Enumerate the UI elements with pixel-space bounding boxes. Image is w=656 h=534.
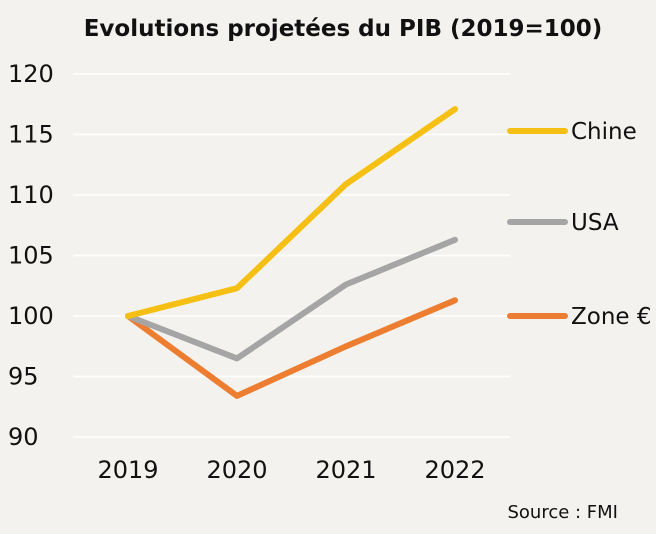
- legend-label: Zone €: [571, 304, 652, 330]
- y-tick-label: 100: [8, 302, 54, 330]
- chart-title: Evolutions projetées du PIB (2019=100): [84, 16, 603, 42]
- y-tick-label: 95: [8, 363, 39, 391]
- series-line-usa: [125, 236, 458, 362]
- series-line-chine: [125, 106, 458, 319]
- source-note: Source : FMI: [507, 502, 618, 523]
- y-tick-label: 110: [8, 181, 54, 209]
- series-line-zone: [125, 297, 458, 399]
- y-axis-ticks: 90 95 100 105 110 115 120: [8, 60, 54, 451]
- x-tick-label: 2021: [315, 456, 376, 484]
- legend-label: Chine: [571, 119, 637, 145]
- y-tick-label: 115: [8, 121, 54, 149]
- x-tick-label: 2020: [206, 456, 267, 484]
- x-axis-ticks: 2019 2020 2021 2022: [97, 456, 485, 484]
- x-tick-label: 2022: [424, 456, 485, 484]
- legend: Chine USA Zone €: [507, 119, 652, 330]
- y-tick-label: 105: [8, 242, 54, 270]
- gridlines: [73, 73, 510, 438]
- x-tick-label: 2019: [97, 456, 158, 484]
- y-tick-label: 90: [8, 423, 39, 451]
- y-tick-label: 120: [8, 60, 54, 88]
- series-lines: [125, 106, 458, 399]
- legend-label: USA: [571, 210, 619, 236]
